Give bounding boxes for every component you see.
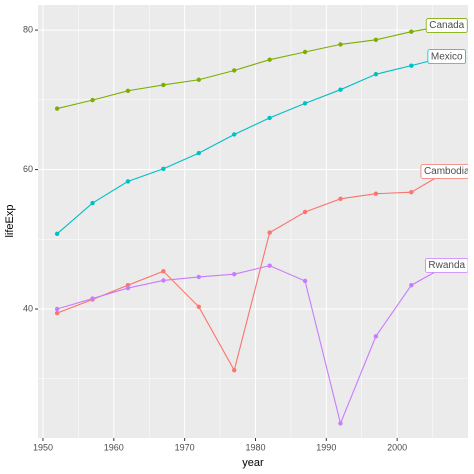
point (125, 179, 131, 184)
point (125, 88, 131, 93)
series-line (56, 171, 448, 372)
point (267, 57, 272, 62)
point (196, 274, 202, 280)
point (232, 132, 237, 137)
point (161, 82, 166, 88)
y-tick-label: 60 (23, 164, 33, 174)
point (373, 334, 379, 339)
x-tick-label: 1950 (33, 442, 53, 452)
point (161, 166, 166, 171)
point (409, 29, 414, 34)
point (196, 150, 202, 156)
point (267, 263, 272, 268)
point (267, 230, 272, 235)
point (338, 87, 343, 92)
point (338, 42, 343, 47)
x-axis-title: year (242, 457, 264, 469)
end-label: Rwanda (424, 258, 468, 273)
point (302, 49, 308, 55)
y-tick-label: 80 (23, 24, 33, 34)
point (90, 296, 95, 301)
series-label: Mexico (431, 51, 463, 62)
series-line (56, 56, 447, 235)
point (54, 306, 60, 312)
point (373, 37, 379, 42)
point (54, 231, 60, 236)
point (232, 68, 237, 73)
end-label: Mexico (427, 49, 466, 65)
point (338, 421, 343, 426)
point (232, 271, 237, 277)
point (409, 283, 414, 288)
point (232, 368, 237, 373)
point (302, 101, 308, 106)
label-box (424, 258, 468, 273)
point (161, 269, 166, 274)
point (54, 106, 60, 111)
series-line (56, 25, 447, 110)
point (338, 196, 343, 202)
point (90, 200, 95, 206)
point (373, 191, 379, 196)
series-label: Cambodia (424, 166, 470, 177)
point (196, 77, 202, 82)
point (409, 190, 414, 195)
point (409, 63, 414, 68)
point (267, 115, 272, 121)
point (302, 209, 308, 215)
series-line (56, 265, 448, 426)
y-tick-label: 40 (23, 303, 33, 313)
label-box (427, 49, 466, 65)
label-box (420, 164, 468, 179)
x-tick-label: 1970 (175, 442, 195, 452)
panel (38, 5, 468, 438)
label-box (425, 18, 468, 33)
point (196, 304, 202, 309)
point (54, 310, 60, 316)
point (161, 278, 166, 283)
end-label: Cambodia (420, 164, 470, 179)
x-tick-label: 1980 (245, 442, 265, 452)
point (302, 278, 308, 284)
series-label: Rwanda (428, 260, 465, 271)
point (90, 97, 95, 103)
x-tick-label: 1960 (104, 442, 124, 452)
point (373, 72, 379, 77)
x-tick-label: 1990 (316, 442, 336, 452)
point (125, 285, 131, 291)
x-tick-label: 2000 (387, 442, 407, 452)
series-label: Canada (429, 20, 464, 31)
y-axis-title: lifeExp (4, 204, 16, 237)
end-label: Canada (425, 18, 468, 33)
